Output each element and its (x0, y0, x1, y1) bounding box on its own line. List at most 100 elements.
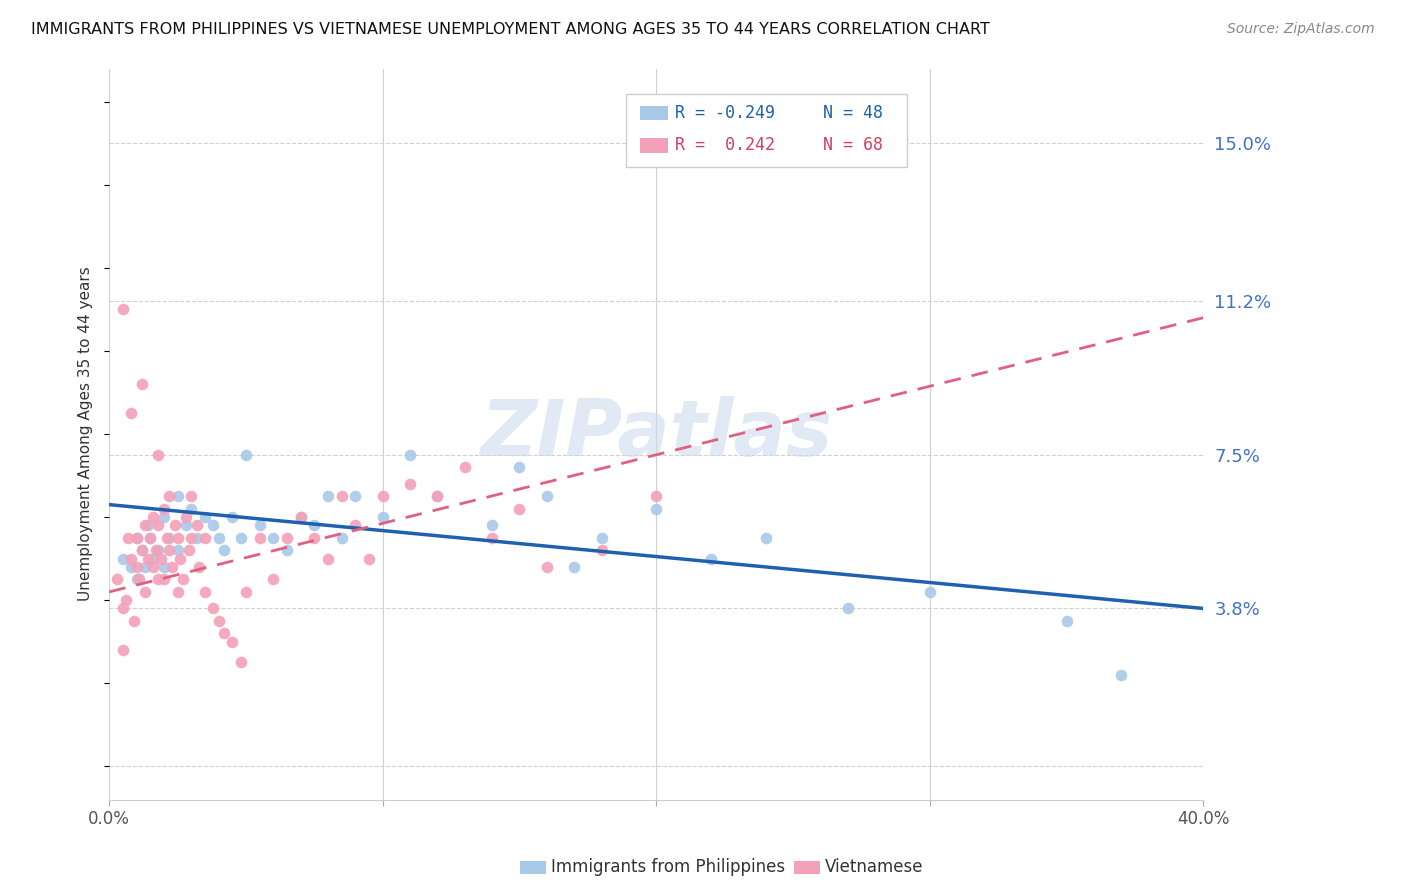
Point (290, 510, 312, 524)
Point (134, 518, 156, 533)
Point (562, 560, 585, 574)
Point (212, 626, 235, 640)
Point (180, 489, 202, 503)
Point (117, 531, 139, 545)
Point (249, 518, 271, 533)
Point (918, 585, 941, 599)
Point (399, 476, 422, 491)
Point (120, 406, 142, 420)
Point (166, 585, 188, 599)
Point (426, 489, 449, 503)
Point (122, 614, 145, 628)
Point (304, 518, 326, 533)
Point (276, 543, 298, 558)
Point (153, 573, 176, 587)
Point (194, 585, 217, 599)
Point (153, 510, 176, 524)
Text: IMMIGRANTS FROM PHILIPPINES VS VIETNAMESE UNEMPLOYMENT AMONG AGES 35 TO 44 YEARS: IMMIGRANTS FROM PHILIPPINES VS VIETNAMES… (31, 22, 990, 37)
Point (142, 510, 165, 524)
Point (208, 531, 231, 545)
Point (591, 543, 613, 558)
Text: R = -0.249: R = -0.249 (675, 104, 775, 122)
Point (837, 601, 859, 615)
Point (153, 560, 176, 574)
Point (371, 510, 394, 524)
Point (125, 560, 148, 574)
Point (111, 551, 134, 566)
Point (1109, 668, 1132, 682)
Point (128, 573, 150, 587)
Point (148, 543, 170, 558)
Point (536, 560, 558, 574)
Point (371, 489, 394, 503)
Point (174, 510, 197, 524)
Point (508, 501, 530, 516)
Point (150, 551, 173, 566)
Point (645, 501, 668, 516)
Point (125, 531, 148, 545)
Point (316, 489, 339, 503)
Point (235, 585, 257, 599)
Point (262, 573, 284, 587)
Point (136, 551, 159, 566)
Point (304, 531, 326, 545)
Point (229, 531, 252, 545)
Point (145, 543, 167, 558)
Point (536, 489, 558, 503)
Point (194, 510, 217, 524)
Point (208, 614, 231, 628)
Point (481, 531, 503, 545)
Point (136, 518, 159, 533)
Point (212, 543, 235, 558)
Point (235, 448, 257, 462)
Point (755, 531, 778, 545)
Point (148, 448, 170, 462)
Point (229, 656, 252, 670)
Point (142, 560, 165, 574)
Point (142, 551, 165, 566)
Point (330, 531, 353, 545)
Point (134, 585, 156, 599)
Point (139, 531, 162, 545)
Point (131, 377, 153, 392)
Point (481, 518, 503, 533)
Text: Vietnamese: Vietnamese (825, 858, 924, 876)
Point (357, 551, 380, 566)
Point (166, 489, 188, 503)
Point (262, 531, 284, 545)
Point (186, 518, 208, 533)
Text: N = 68: N = 68 (823, 136, 883, 154)
Point (153, 501, 176, 516)
Point (316, 551, 339, 566)
Text: ZIPatlas: ZIPatlas (479, 396, 832, 472)
Point (148, 518, 170, 533)
Point (180, 531, 202, 545)
Text: N = 48: N = 48 (823, 104, 883, 122)
Point (166, 531, 188, 545)
Point (194, 531, 217, 545)
Point (202, 601, 225, 615)
Point (186, 531, 208, 545)
Point (125, 573, 148, 587)
Point (163, 518, 186, 533)
Point (249, 531, 271, 545)
Point (645, 489, 668, 503)
Point (180, 501, 202, 516)
Point (202, 518, 225, 533)
Point (344, 489, 367, 503)
Point (134, 560, 156, 574)
Point (221, 634, 243, 648)
Point (221, 510, 243, 524)
Point (399, 448, 422, 462)
Point (169, 551, 191, 566)
Text: Source: ZipAtlas.com: Source: ZipAtlas.com (1227, 22, 1375, 37)
Point (1056, 614, 1078, 628)
Point (276, 531, 298, 545)
Point (591, 531, 613, 545)
Point (508, 460, 530, 475)
Point (344, 518, 367, 533)
Point (426, 489, 449, 503)
Point (111, 643, 134, 657)
Point (131, 543, 153, 558)
Point (188, 560, 211, 574)
